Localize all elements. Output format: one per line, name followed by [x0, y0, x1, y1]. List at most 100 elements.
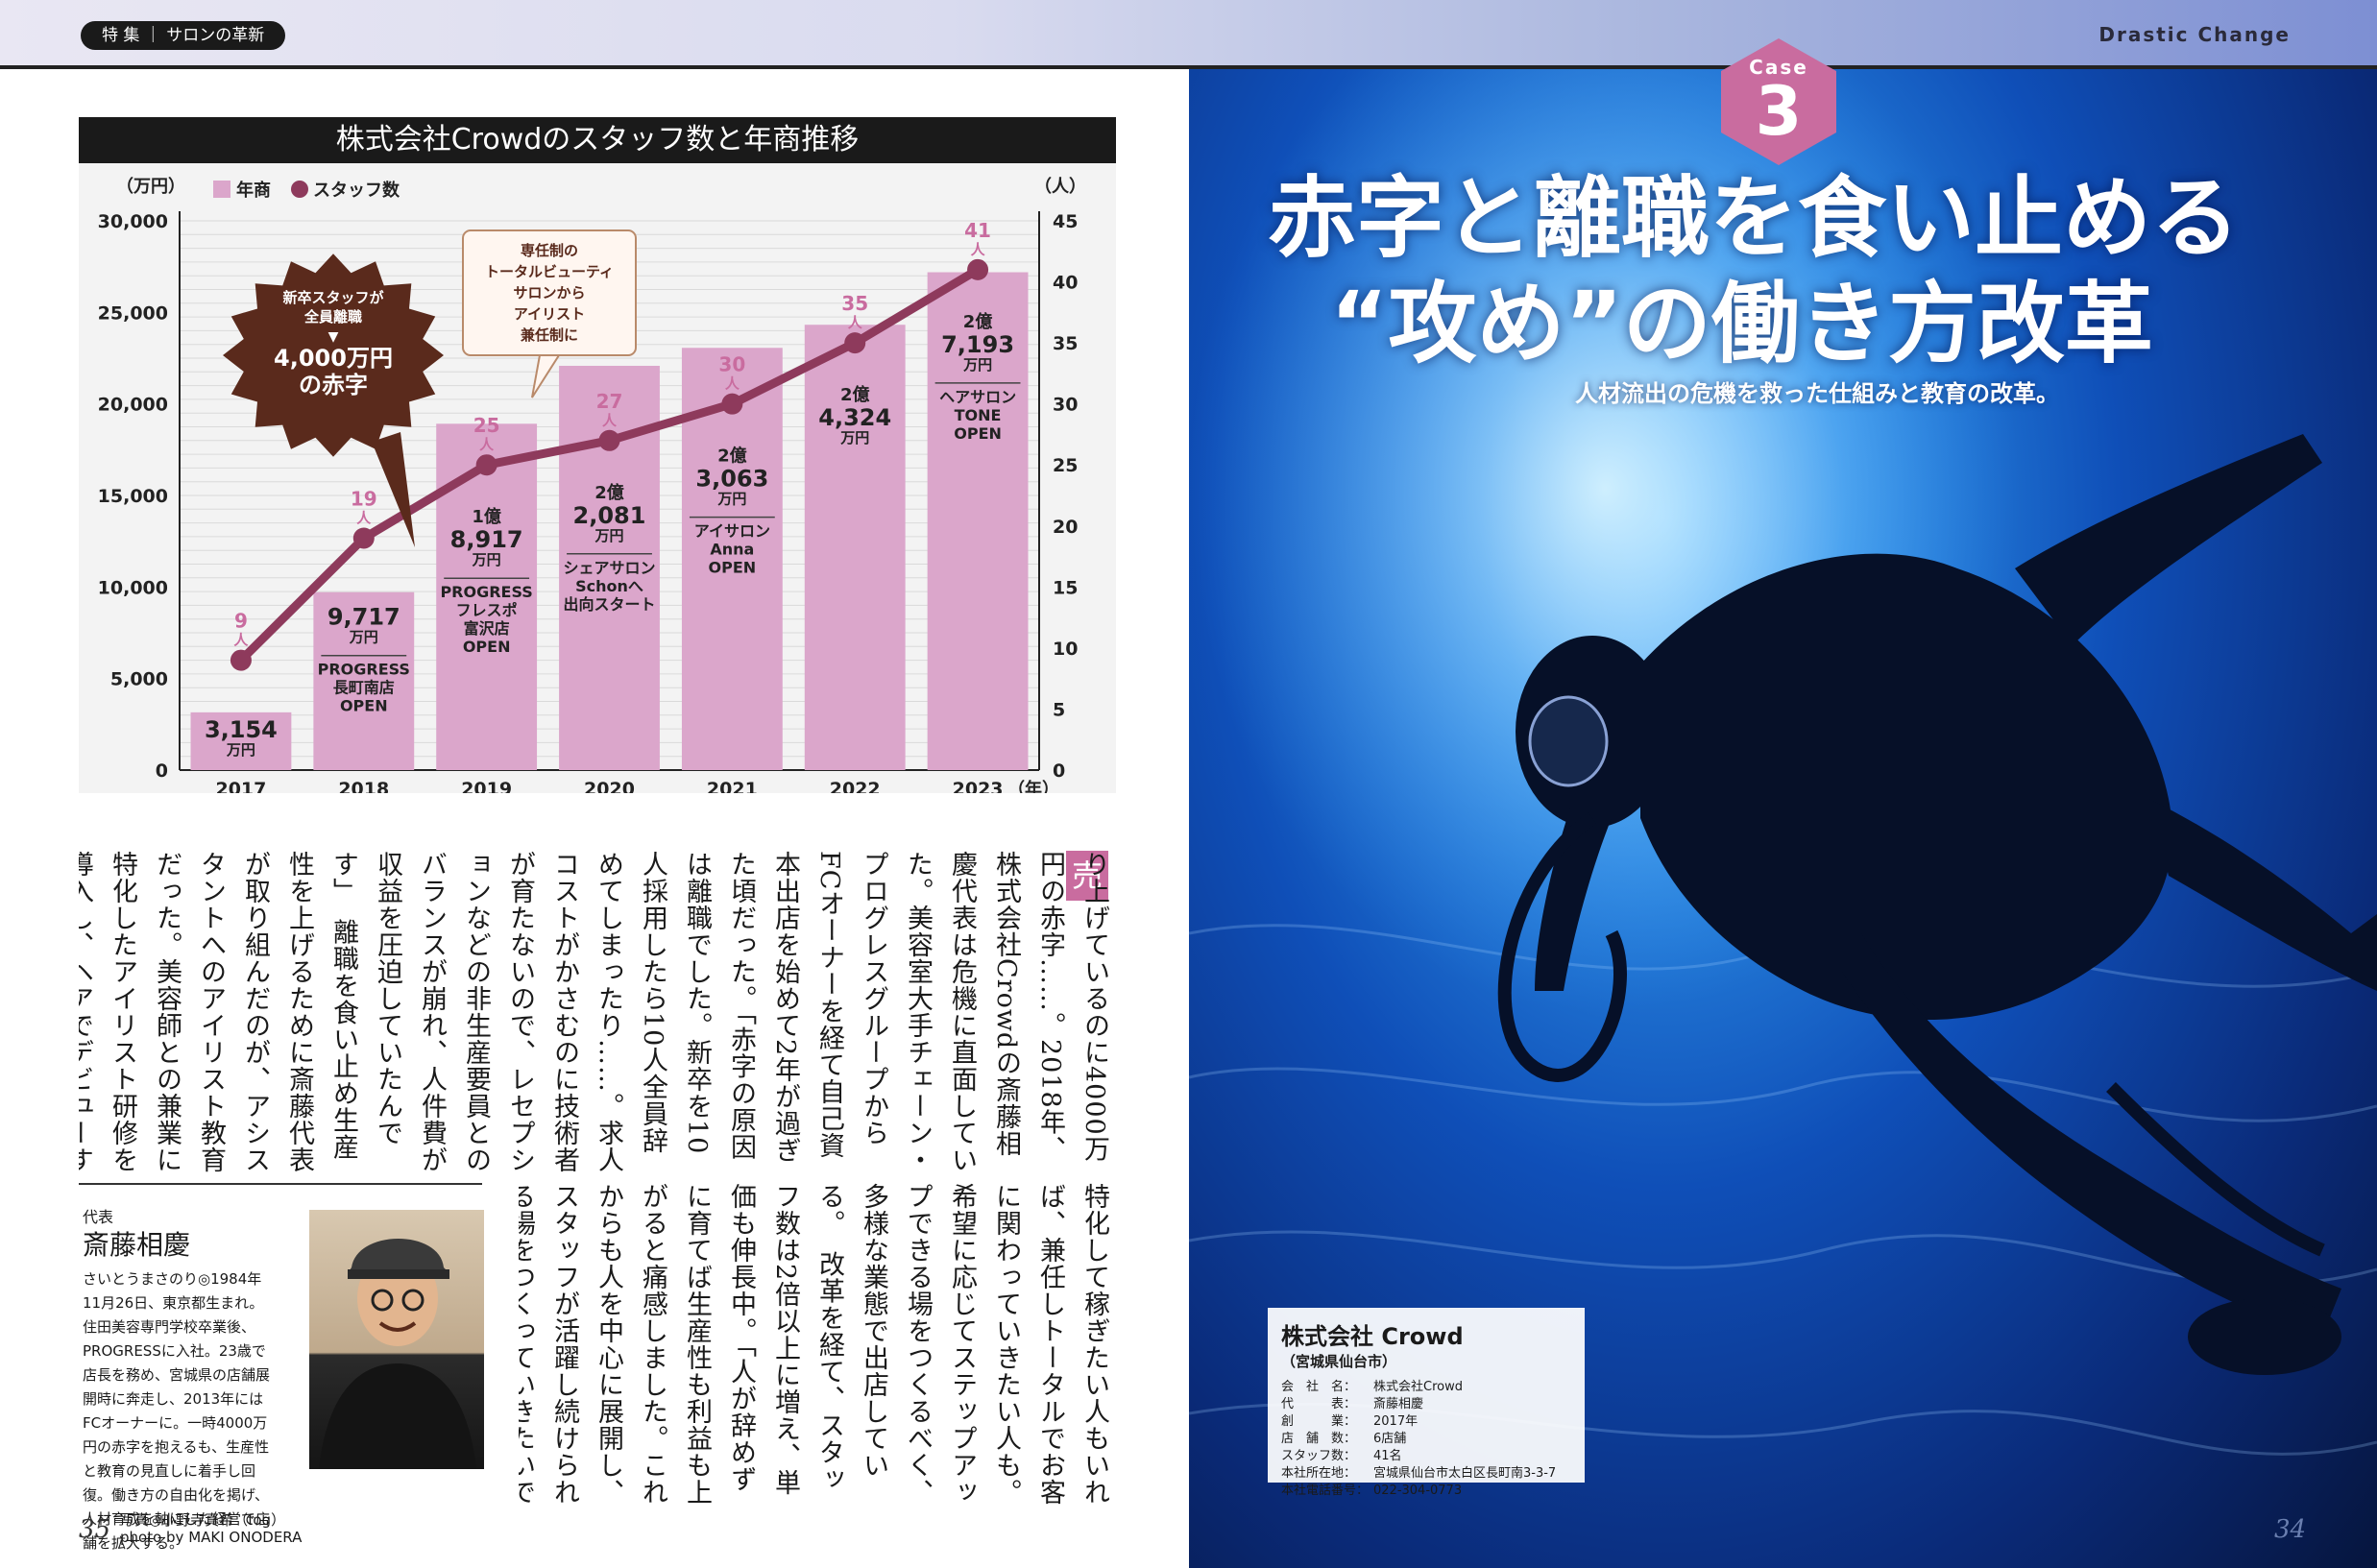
- bar-note-line: PROGRESS: [318, 661, 410, 679]
- bar-label-oku: 1億: [472, 506, 501, 527]
- legend-swatch-line: [291, 181, 308, 198]
- staff-point: [352, 527, 375, 549]
- drop-cap: 売: [1066, 851, 1108, 901]
- company-info-value: 6店舗: [1373, 1432, 1407, 1446]
- y-right-tick-label: 0: [1053, 760, 1065, 782]
- bar-label-value: 9,717: [327, 604, 400, 631]
- photo-credit: 写真◎小野寺真希（fog） photo by MAKI ONODERA: [120, 1511, 302, 1546]
- photo-credit-ja: 写真◎小野寺真希（fog）: [120, 1511, 286, 1529]
- staff-point: [844, 332, 866, 354]
- box-callout-line: 専任制の: [521, 242, 578, 259]
- bar-label-unit: 万円: [594, 527, 623, 544]
- headline-line-2: “攻め”の働き方改革: [1330, 273, 2153, 375]
- y-right-tick-label: 5: [1053, 699, 1065, 720]
- y-right-tick-label: 15: [1053, 577, 1078, 598]
- staff-point: [721, 393, 743, 415]
- x-tick-label: 2020: [584, 779, 635, 793]
- bar-label-unit: 万円: [226, 741, 255, 759]
- burst-callout-line: 新卒スタッフが: [282, 289, 384, 306]
- company-info-key: 本社電話番号：: [1281, 1484, 1370, 1498]
- headline-line-1: 赤字と離職を食い止める: [1268, 167, 2241, 270]
- company-info-key: 代 表：: [1281, 1397, 1357, 1411]
- burst-callout-line: の赤字: [299, 372, 368, 398]
- y-left-tick-label: 5,000: [110, 669, 168, 690]
- x-tick-label: 2021: [707, 779, 758, 793]
- y-right-tick-label: 30: [1053, 395, 1078, 416]
- bar-note-line: Anna: [710, 541, 754, 559]
- box-callout-line: アイリスト: [514, 305, 585, 323]
- company-info-key: スタッフ数：: [1281, 1449, 1357, 1463]
- company-info-row: 本社電話番号： 022-304-0773: [1281, 1483, 1585, 1500]
- bar-label-value: 4,324: [818, 404, 891, 431]
- profile-photo: [309, 1210, 484, 1469]
- company-name: 株式会社 Crowd: [1281, 1323, 1464, 1350]
- y-right-tick-label: 20: [1053, 517, 1078, 538]
- company-location: （宮城県仙台市）: [1281, 1353, 1397, 1370]
- bar-note-line: シェアサロン: [563, 559, 655, 577]
- company-card: 株式会社 Crowd （宮城県仙台市） 会 社 名： 株式会社Crowd 代 表： 斎…: [1268, 1308, 1585, 1498]
- bar-note-line: ヘアサロン: [939, 388, 1016, 406]
- chart-panel: 株式会社Crowdのスタッフ数と年商推移 0 5,000 10,000 15,000 2…: [79, 117, 1116, 793]
- staff-label-value: 35: [841, 292, 868, 315]
- company-info-value: 022-304-0773: [1373, 1484, 1463, 1498]
- company-info-value: 41名: [1373, 1449, 1402, 1463]
- chart-bar: [804, 325, 906, 770]
- chart-bar: [313, 591, 415, 770]
- bar-note-line: OPEN: [709, 559, 757, 577]
- y-right-tick-label: 25: [1053, 455, 1078, 476]
- chart-title: 株式会社Crowdのスタッフ数と年商推移: [79, 117, 1116, 163]
- y-left-tick-label: 15,000: [98, 486, 168, 507]
- bar-label-value: 8,917: [450, 526, 523, 553]
- staff-point: [598, 429, 620, 451]
- bar-label-unit: 万円: [716, 491, 746, 508]
- staff-label-value: 30: [718, 353, 745, 376]
- x-tick-label: 2019: [461, 779, 512, 793]
- staff-label-unit: 人: [848, 314, 863, 331]
- company-info-value: 宮城県仙台市太白区長町南3-3-7: [1373, 1466, 1557, 1481]
- staff-point: [230, 649, 252, 671]
- staff-point: [475, 454, 497, 476]
- case-hexagon: [1721, 38, 1836, 165]
- burst-callout-line: 4,000万円: [274, 345, 393, 372]
- company-info-row: 創 業： 2017年: [1281, 1413, 1585, 1431]
- bar-label-oku: 2億: [717, 446, 747, 467]
- box-callout-line: トータルビューティ: [485, 263, 614, 280]
- portrait-figure: [319, 1239, 476, 1469]
- staff-label-value: 41: [964, 219, 991, 242]
- chart-bar: [190, 712, 292, 770]
- body-text-upper: り上げているのに4000万円の赤字……。2018年、株式会社Crowdの斎藤相慶…: [79, 851, 1109, 1173]
- y-right-tick-label: 45: [1053, 211, 1078, 232]
- staff-label-value: 19: [351, 487, 377, 510]
- x-tick-label: 2023: [953, 779, 1004, 793]
- burst-callout: [223, 253, 444, 457]
- company-info-row: 店 舗 数： 6店舗: [1281, 1431, 1585, 1448]
- staff-label-unit: 人: [725, 375, 740, 393]
- y-right-tick-label: 35: [1053, 333, 1078, 354]
- staff-label-unit: 人: [233, 632, 249, 649]
- bar-note-line: 富沢店: [464, 619, 510, 638]
- company-info-row: スタッフ数： 41名: [1281, 1448, 1585, 1465]
- bar-note-line: 出向スタート: [563, 595, 655, 614]
- staff-label-value: 25: [473, 414, 500, 437]
- bar-note-line: OPEN: [340, 697, 388, 715]
- y-left-tick-label: 30,000: [98, 211, 168, 232]
- company-info-list: 会 社 名： 株式会社Crowd 代 表： 斎藤相慶創 業： 2017年店 舗 数： 6店…: [1281, 1379, 1585, 1500]
- bar-label-value: 7,193: [941, 331, 1014, 358]
- staff-label-unit: 人: [602, 412, 618, 429]
- profile-rule: [79, 1183, 482, 1185]
- bar-note-line: アイサロン: [694, 522, 770, 541]
- y-right-unit: （人）: [1034, 177, 1086, 197]
- bar-note-line: フレスポ: [456, 601, 518, 619]
- bar-note-line: OPEN: [463, 638, 511, 656]
- company-info-row: 本社所在地： 宮城県仙台市太白区長町南3-3-7: [1281, 1465, 1585, 1483]
- chart-bar: [927, 272, 1029, 770]
- staff-point: [967, 258, 989, 280]
- burst-callout-line: 全員離職: [303, 308, 362, 326]
- legend-label-bar: 年商: [236, 180, 271, 201]
- staff-label-unit: 人: [356, 509, 372, 526]
- bar-note-line: 長町南店: [333, 679, 395, 697]
- photo-credit-en: photo by MAKI ONODERA: [120, 1529, 303, 1546]
- x-axis-unit: （年）: [1007, 779, 1059, 793]
- top-rule: [0, 65, 2377, 69]
- box-callout-line: 兼任制に: [521, 326, 578, 344]
